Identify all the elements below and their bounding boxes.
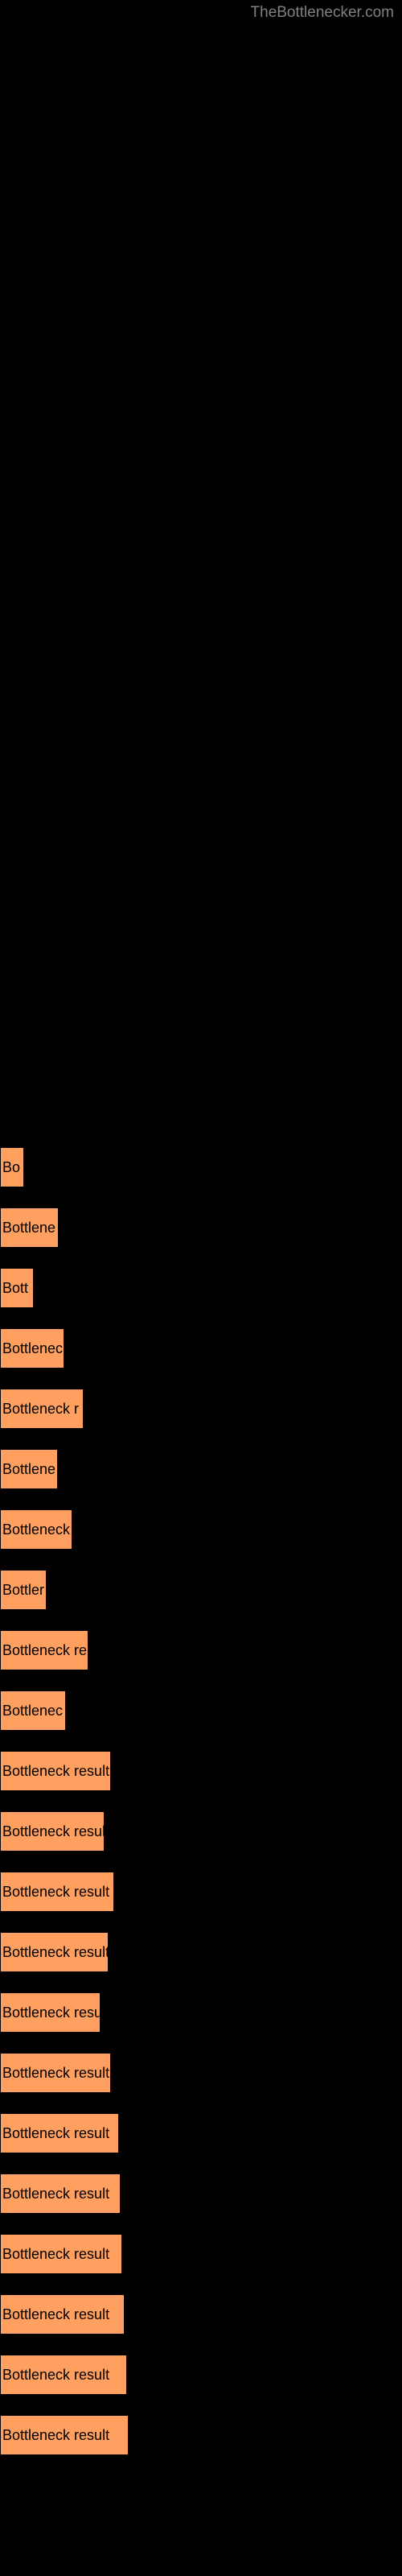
bar-row: Bo: [0, 1147, 402, 1187]
bar: Bottleneck result: [0, 2355, 127, 2395]
bar-label: Bott: [2, 1280, 28, 1297]
bar-label: Bottleneck result: [2, 1763, 109, 1780]
bar: Bottlene: [0, 1208, 59, 1248]
bar-row: Bottleneck re: [0, 1630, 402, 1670]
bar-row: Bottleneck result: [0, 2355, 402, 2395]
bar-row: Bottleneck result: [0, 2415, 402, 2455]
bar: Bottleneck r: [0, 1389, 84, 1429]
bar: Bott: [0, 1268, 34, 1308]
bar-row: Bottleneck result: [0, 2294, 402, 2334]
bar-label: Bottlene: [2, 1220, 55, 1236]
bar-label: Bottleneck result: [2, 2427, 109, 2444]
bar-label: Bottleneck re: [2, 1642, 87, 1659]
bar: Bottleneck result: [0, 1751, 111, 1791]
bar-label: Bo: [2, 1159, 20, 1176]
bar-row: Bottleneck result: [0, 1872, 402, 1912]
bar-row: Bottlenec: [0, 1690, 402, 1731]
bar-label: Bottleneck result: [2, 2186, 109, 2202]
bar-label: Bottleneck result: [2, 2125, 109, 2142]
bar-label: Bottlenec: [2, 1703, 63, 1719]
top-spacer: [0, 0, 402, 1127]
bar-row: Bottleneck result: [0, 2174, 402, 2214]
bar: Bottleneck result: [0, 2234, 122, 2274]
bar-row: Bottleneck result: [0, 1751, 402, 1791]
bar: Bottleneck result: [0, 2113, 119, 2153]
bar-row: Bottlene: [0, 1449, 402, 1489]
bar-label: Bottleneck resu: [2, 2004, 100, 2021]
bar-label: Bottlene: [2, 1461, 55, 1478]
bar-label: Bottleneck result: [2, 2065, 109, 2082]
bar-row: Bottleneck r: [0, 1389, 402, 1429]
bar: Bo: [0, 1147, 24, 1187]
bar-row: Bottleneck: [0, 1509, 402, 1550]
bar-row: Bottleneck result: [0, 2234, 402, 2274]
bar-chart-container: Bo Bottlene Bott Bottlenec Bottleneck r Bottl…: [0, 1147, 402, 2455]
bar-label: Bottleneck result: [2, 1823, 105, 1840]
bar-row: Bottleneck resu: [0, 1992, 402, 2033]
bar-row: Bottler: [0, 1570, 402, 1610]
bar-label: Bottleneck result: [2, 1884, 109, 1901]
bar: Bottleneck result: [0, 1872, 114, 1912]
bar: Bottleneck result: [0, 2294, 125, 2334]
bar-label: Bottleneck result: [2, 2246, 109, 2263]
bar: Bottleneck result: [0, 2174, 121, 2214]
bar-label: Bottler: [2, 1582, 44, 1599]
bar-label: Bottleneck r: [2, 1401, 79, 1418]
bar: Bottleneck result: [0, 2053, 111, 2093]
bar-row: Bottlenec: [0, 1328, 402, 1368]
bar: Bottleneck resu: [0, 1992, 100, 2033]
bar-row: Bottleneck result: [0, 1932, 402, 1972]
bar-label: Bottleneck result: [2, 1944, 109, 1961]
watermark-text: TheBottlenecker.com: [251, 4, 394, 22]
bar: Bottleneck result: [0, 2415, 129, 2455]
bar-label: Bottleneck result: [2, 2306, 109, 2323]
bar-label: Bottleneck result: [2, 2367, 109, 2384]
bar-row: Bottlene: [0, 1208, 402, 1248]
bar-row: Bottleneck result: [0, 2053, 402, 2093]
bar: Bottlenec: [0, 1328, 64, 1368]
bar-row: Bottleneck result: [0, 1811, 402, 1852]
bar: Bottleneck result: [0, 1811, 105, 1852]
bar: Bottleneck: [0, 1509, 72, 1550]
bar: Bottleneck re: [0, 1630, 88, 1670]
bar: Bottler: [0, 1570, 47, 1610]
bar: Bottlenec: [0, 1690, 66, 1731]
bar-label: Bottlenec: [2, 1340, 63, 1357]
bar-label: Bottleneck: [2, 1521, 70, 1538]
bar: Bottleneck result: [0, 1932, 109, 1972]
bar-row: Bottleneck result: [0, 2113, 402, 2153]
bar: Bottlene: [0, 1449, 58, 1489]
bar-row: Bott: [0, 1268, 402, 1308]
